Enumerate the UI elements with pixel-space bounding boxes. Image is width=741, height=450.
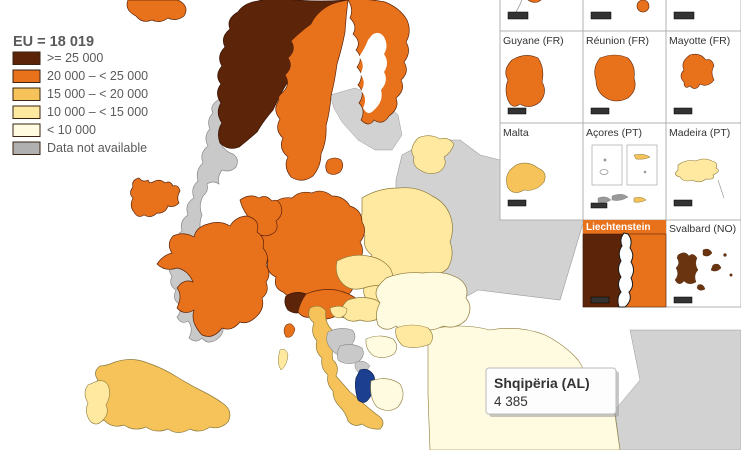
svg-text:Shqipëria (AL): Shqipëria (AL) (494, 375, 590, 391)
svg-text:Guyane (FR): Guyane (FR) (503, 35, 564, 47)
svg-text:15 000 – < 20 000: 15 000 – < 20 000 (47, 87, 148, 101)
svg-text:Data not available: Data not available (47, 141, 147, 155)
svg-text:Réunion (FR): Réunion (FR) (586, 35, 649, 47)
svg-text:Açores (PT): Açores (PT) (586, 127, 642, 139)
svg-text:Madeira (PT): Madeira (PT) (669, 127, 730, 139)
svg-text:10 000 – < 15 000: 10 000 – < 15 000 (47, 105, 148, 119)
svg-text:>= 25 000: >= 25 000 (47, 51, 103, 65)
svg-text:Malta: Malta (503, 127, 529, 139)
svg-text:20 000 – < 25 000: 20 000 – < 25 000 (47, 69, 148, 83)
svg-text:4 385: 4 385 (494, 394, 528, 409)
svg-text:Mayotte (FR): Mayotte (FR) (669, 35, 730, 47)
svg-text:EU = 18 019: EU = 18 019 (13, 34, 94, 50)
svg-text:Liechtenstein: Liechtenstein (586, 222, 650, 233)
svg-text:< 10 000: < 10 000 (47, 123, 96, 137)
svg-text:Svalbard (NO): Svalbard (NO) (669, 223, 736, 235)
